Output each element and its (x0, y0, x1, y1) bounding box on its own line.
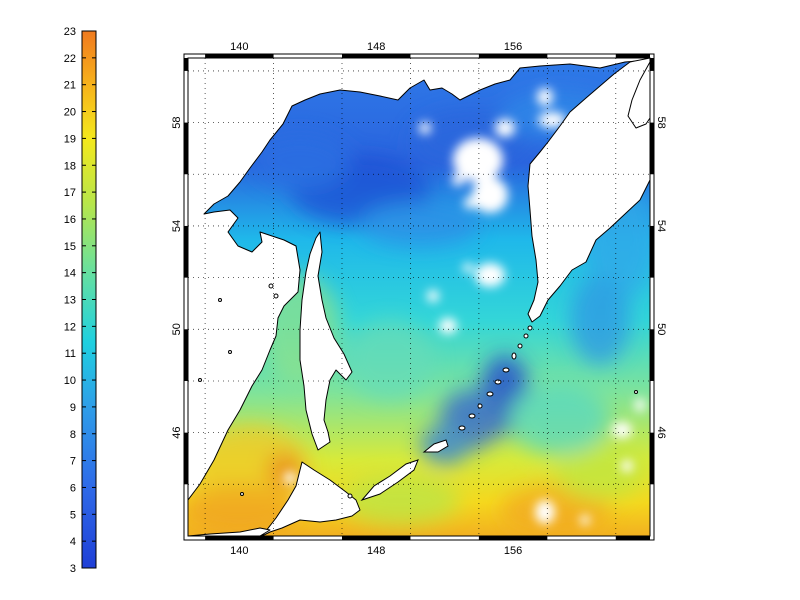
lat-tick-label-left: 46 (171, 427, 183, 439)
map-outer-frame (183, 53, 655, 541)
lon-tick-label-bottom: 156 (504, 545, 522, 557)
lon-tick-label-bottom: 140 (230, 545, 248, 557)
frame-bar-segment (650, 122, 654, 175)
frame-bar-segment (205, 536, 274, 540)
land (188, 58, 650, 536)
kamchatka-peninsula (527, 58, 650, 323)
colorbar-tick-label: 8 (70, 429, 76, 441)
lon-tick-label-top: 148 (367, 41, 385, 53)
colorbar-tick-label: 11 (65, 348, 76, 360)
missing-data-patches (284, 88, 646, 525)
frame-bar-segment (650, 432, 654, 485)
colorbar: 3 4 5 6 7 8 9 10 11 12 13 14 15 16 17 18 19 20 21 22 23 (64, 26, 97, 575)
colorbar-tick-label: 15 (64, 241, 76, 253)
lat-tick-label-left: 58 (171, 116, 183, 128)
frame-bar-segment (184, 58, 188, 71)
colorbar-tick-label: 5 (70, 509, 76, 521)
frame-bar-segment (184, 225, 188, 278)
frame-bar-segment (615, 536, 650, 540)
frame-bar-segment (615, 54, 650, 58)
colorbar-tick-label: 19 (64, 133, 76, 145)
colorbar-tick-label: 6 (70, 482, 76, 494)
colorbar-tick-label: 12 (64, 321, 76, 333)
colorbar-tick-label: 4 (70, 536, 76, 548)
frame-bar-segment (650, 329, 654, 381)
lat-tick-label-right: 46 (655, 427, 667, 439)
tick-labels: 140 148 156 140 148 156 58 54 50 46 58 54 50 46 (171, 41, 667, 557)
frame-bar-segment (342, 536, 411, 540)
frame-bar-segment (650, 225, 654, 278)
frame-bar-segment (478, 536, 548, 540)
colorbar-tick-label: 18 (64, 160, 76, 172)
sea-texture (188, 90, 650, 535)
frame-bars (184, 54, 654, 540)
sakhalin-island (299, 231, 353, 451)
lon-tick-label-bottom: 148 (367, 545, 385, 557)
lat-tick-label-left: 54 (171, 220, 183, 232)
lat-tick-label-left: 50 (171, 323, 183, 335)
hokkaido-island (261, 461, 361, 536)
colorbar-tick-label: 14 (64, 268, 76, 280)
map-panel: 140 148 156 140 148 156 58 54 50 46 58 54 50 46 (171, 41, 667, 557)
colorbar-tick-label: 17 (64, 187, 76, 199)
lat-tick-label-right: 54 (655, 220, 667, 232)
colorbar-tick-label: 21 (64, 80, 76, 92)
colorbar-tick-label: 3 (70, 563, 76, 575)
colorbar-ticks: 3 4 5 6 7 8 9 10 11 12 13 14 15 16 17 18 19 20 21 22 23 (64, 26, 97, 575)
colorbar-tick-label: 23 (64, 26, 76, 38)
frame-bar-segment (184, 432, 188, 485)
lat-tick-label-right: 50 (655, 323, 667, 335)
ne-coast (627, 61, 650, 129)
frame-bar-segment (184, 329, 188, 381)
frame-bar-segment (650, 58, 654, 71)
colorbar-tick-label: 9 (70, 402, 76, 414)
frame-bar-segment (205, 54, 274, 58)
colorbar-tick-label: 20 (64, 107, 76, 119)
colorbar-tick-label: 7 (70, 456, 76, 468)
lat-tick-label-right: 58 (655, 116, 667, 128)
colorbar-tick-label: 22 (64, 53, 76, 65)
kuril-islands (198, 283, 638, 502)
colorbar-border (81, 30, 97, 569)
frame-bar-segment (342, 54, 411, 58)
frame-bar-segment (478, 54, 548, 58)
asian-mainland (188, 58, 650, 501)
lon-tick-label-top: 156 (504, 41, 522, 53)
colorbar-tick-label: 10 (64, 375, 76, 387)
map-frame (187, 57, 651, 537)
honshu-island (188, 527, 271, 536)
colorbar-tick-label: 13 (64, 295, 76, 307)
frame-bar-segment (184, 122, 188, 175)
graticule (188, 58, 650, 536)
lon-tick-label-top: 140 (230, 41, 248, 53)
colorbar-tick-label: 16 (64, 214, 76, 226)
